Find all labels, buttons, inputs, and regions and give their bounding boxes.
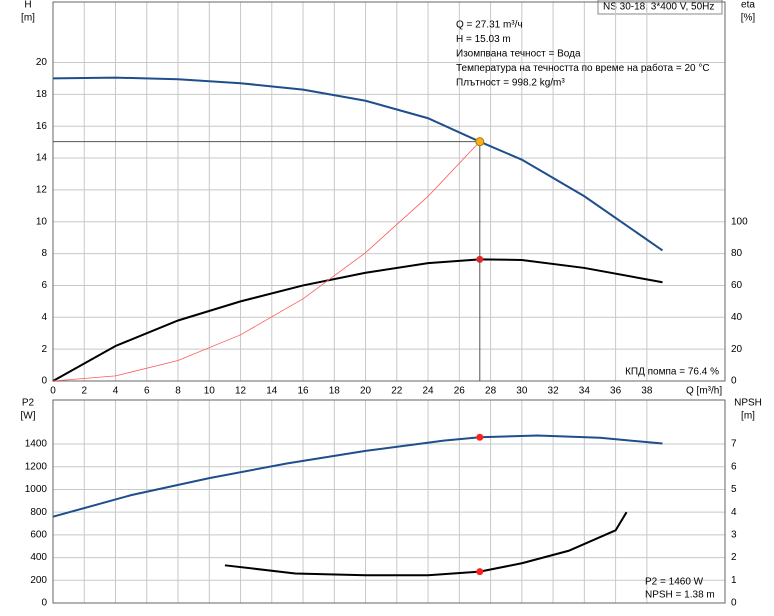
y2-tick-label: 20 [731,344,743,355]
y2-tick-label: 40 [731,312,743,323]
y2-tick-label: 5 [731,484,737,495]
x-tick-label: 24 [423,386,435,397]
y-axis-label: H [24,0,31,11]
x-tick-label: 2 [81,386,87,397]
y-tick-label: 600 [30,530,47,541]
x-tick-label: 16 [297,386,309,397]
y2-axis-unit: [m] [741,411,755,422]
plot-frame [52,399,726,604]
operating-marker [476,568,484,576]
plot-frame [52,1,726,382]
y2-axis-label: NPSH [734,398,762,409]
annotation: Q = 27.31 m³/ч [456,20,523,31]
curve [52,76,664,252]
y-tick-label: 1000 [25,484,48,495]
x-tick-label: 28 [485,386,497,397]
x-tick-label: 32 [548,386,560,397]
x-tick-label: 26 [454,386,466,397]
y-tick-label: 10 [36,216,48,227]
x-tick-label: 36 [610,386,622,397]
y-tick-label: 8 [41,248,47,259]
y-tick-label: 4 [41,312,47,323]
x-tick-label: 0 [50,386,56,397]
y2-tick-label: 80 [731,248,743,259]
header: NS 30-18, 3*400 V, 50Hz [603,2,714,13]
operating-marker [476,433,484,441]
x-tick-label: 8 [175,386,181,397]
operating-point [475,137,485,147]
x-axis-label: Q [m³/h] [686,386,722,397]
y2-axis-unit: [%] [741,13,756,24]
x-tick-label: 38 [641,386,653,397]
y-tick-label: 14 [36,153,48,164]
y-tick-label: 12 [36,185,48,196]
y-tick-label: 1200 [25,461,48,472]
annotation: H = 15.03 m [456,34,511,45]
y-tick-label: 2 [41,344,47,355]
y-tick-label: 0 [41,376,47,387]
y-tick-label: 18 [36,89,48,100]
annotation: Температура на течността по време на раб… [456,62,710,74]
y-tick-label: 6 [41,280,47,291]
note: NPSH = 1.38 m [645,590,715,601]
y2-tick-label: 0 [731,598,737,609]
curve [52,434,663,518]
y2-tick-label: 100 [731,216,748,227]
y-tick-label: 800 [30,507,47,518]
curve [52,258,663,382]
y-tick-label: 16 [36,121,48,132]
x-tick-label: 34 [579,386,591,397]
x-tick-label: 12 [235,386,247,397]
header-box [597,0,723,15]
y2-axis-label: eta [741,0,755,11]
x-tick-label: 6 [144,386,150,397]
y-axis-unit: [m] [21,13,35,24]
efficiency-note: КПД помпа = 76.4 % [625,367,719,378]
x-tick-label: 30 [516,386,528,397]
y-tick-label: 0 [41,598,47,609]
note: P2 = 1460 W [645,577,704,588]
curve [52,141,481,382]
y-axis-unit: [W] [21,411,36,422]
y-tick-label: 20 [36,57,48,68]
y-tick-label: 200 [30,575,47,586]
annotation: Изомпвана течност = Вода [456,49,581,60]
y2-tick-label: 7 [731,439,737,450]
y-axis-label: P2 [22,398,35,409]
y2-tick-label: 6 [731,461,737,472]
x-tick-label: 18 [329,386,341,397]
y2-tick-label: 2 [731,552,737,563]
curve [224,511,628,577]
x-tick-label: 10 [204,386,216,397]
y2-tick-label: 4 [731,507,737,518]
x-tick-label: 20 [360,386,372,397]
y2-tick-label: 60 [731,280,743,291]
x-tick-label: 4 [113,386,119,397]
y2-tick-label: 3 [731,530,737,541]
y2-tick-label: 1 [731,575,737,586]
y2-tick-label: 0 [731,376,737,387]
y-tick-label: 1400 [25,439,48,450]
x-tick-label: 22 [391,386,403,397]
x-tick-label: 14 [266,386,278,397]
annotation: Плътност = 998.2 kg/m³ [456,78,565,89]
y-tick-label: 400 [30,552,47,563]
